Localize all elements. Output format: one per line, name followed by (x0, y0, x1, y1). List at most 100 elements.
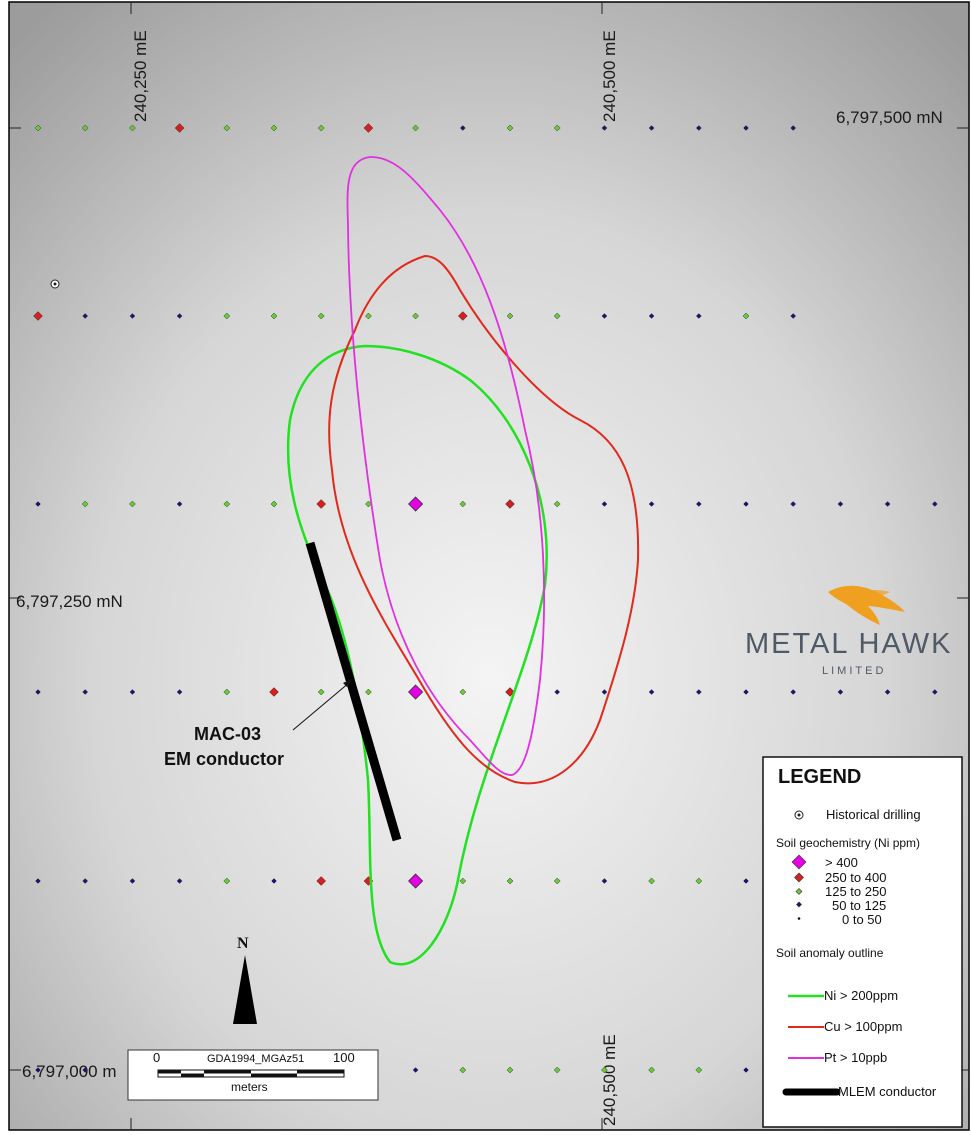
callout-line-1: MAC-03 (194, 724, 261, 744)
soil-sample-50 (884, 689, 891, 695)
soil-sample-400 (408, 873, 424, 889)
soil-sample-50 (601, 501, 608, 507)
soil-sample-50 (648, 125, 655, 131)
soil-sample-125 (459, 1066, 467, 1074)
soil-sample-125 (553, 877, 561, 885)
soil-sample-50 (176, 689, 183, 695)
soil-sample-125 (270, 124, 278, 132)
legend-soil-heading: Soil geochemistry (Ni ppm) (776, 836, 920, 850)
north-arrow-label: N (237, 935, 249, 952)
north-arrow: N (233, 935, 257, 1024)
soil-sample-50 (695, 501, 702, 507)
soil-sample-125 (317, 124, 325, 132)
soil-sample-50 (271, 878, 277, 884)
soil-sample-50 (129, 878, 136, 884)
legend-class-0: 0 to 50 (842, 912, 882, 927)
soil-sample-50 (35, 1067, 41, 1073)
soil-sample-50 (176, 878, 183, 884)
soil-sample-250 (174, 123, 185, 133)
callout-line-2: EM conductor (164, 749, 284, 769)
soil-sample-125 (412, 124, 419, 132)
soil-sample-50 (82, 1067, 89, 1073)
soil-sample-50 (129, 689, 136, 695)
soil-sample-50 (35, 878, 41, 884)
soil-sample-50 (790, 125, 797, 131)
soil-sample-125 (223, 500, 231, 508)
soil-sample-125 (365, 688, 372, 696)
grid-label-north-bottom: 6,797,000 m (22, 1062, 117, 1081)
soil-sample-50 (82, 689, 89, 695)
soil-sample-250 (505, 499, 515, 509)
legend-class-50-icon (796, 901, 802, 908)
soil-sample-400 (408, 684, 424, 700)
soil-sample-50 (176, 313, 183, 319)
soil-sample-125 (81, 124, 89, 132)
soil-sample-50 (601, 689, 608, 695)
soil-sample-125 (695, 1066, 703, 1074)
soil-sample-250 (457, 311, 468, 321)
grid-label-north-top: 6,797,500 mN (836, 108, 943, 127)
soil-sample-400 (408, 496, 424, 512)
soil-sample-50 (837, 501, 844, 507)
pt-anomaly-outline (346, 156, 545, 776)
soil-sample-125 (742, 312, 750, 320)
soil-sample-125 (648, 877, 655, 885)
legend-class-0-icon (797, 917, 801, 920)
soil-sample-125 (412, 312, 419, 320)
soil-sample-125 (506, 124, 514, 132)
soil-sample-50 (554, 689, 561, 695)
legend: LEGEND Historical drilling Soil geochemi… (762, 756, 963, 1128)
soil-sample-50 (695, 125, 702, 131)
legend-class-250-icon (794, 872, 804, 883)
soil-sample-125 (459, 688, 467, 696)
soil-sample-125 (553, 312, 561, 320)
soil-sample-125 (81, 500, 89, 508)
soil-sample-50 (412, 1067, 419, 1073)
soil-sample-50 (790, 313, 797, 319)
soil-sample-125 (553, 500, 561, 508)
soil-sample-250 (269, 687, 279, 697)
legend-cu: Cu > 100ppm (824, 1019, 902, 1034)
soil-sample-50 (695, 689, 702, 695)
legend-class-400: > 400 (825, 855, 858, 870)
soil-sample-125 (601, 1066, 608, 1074)
map-frame (8, 1, 970, 1131)
soil-sample-125 (506, 312, 514, 320)
soil-sample-50 (743, 501, 749, 507)
soil-sample-50 (884, 501, 891, 507)
soil-sample-50 (82, 313, 89, 319)
soil-sample-50 (790, 501, 797, 507)
legend-title: LEGEND (778, 766, 861, 788)
soil-sample-125 (553, 124, 561, 132)
soil-sample-125 (695, 877, 703, 885)
soil-sample-50 (459, 125, 466, 131)
soil-sample-50 (648, 501, 655, 507)
soil-sample-125 (223, 312, 231, 320)
brand-name: METAL HAWK (745, 628, 952, 660)
soil-sample-50 (743, 125, 749, 131)
legend-box (762, 756, 963, 1128)
soil-sample-250 (316, 499, 327, 509)
soil-sample-125 (317, 312, 325, 320)
soil-sample-250 (33, 311, 43, 321)
grid-label-east-left: 240,250 mE (131, 30, 150, 122)
soil-sample-50 (82, 878, 89, 884)
soil-sample-125 (506, 1066, 514, 1074)
soil-sample-50 (837, 689, 844, 695)
soil-sample-125 (270, 500, 278, 508)
north-arrow-icon (233, 955, 257, 1024)
soil-sample-125 (34, 124, 42, 132)
legend-ni: Ni > 200ppm (824, 988, 898, 1003)
ni-anomaly-outline (286, 344, 548, 966)
soil-sample-125 (129, 500, 136, 508)
soil-sample-125 (223, 877, 231, 885)
soil-sample-125 (223, 688, 231, 696)
scale-projection: GDA1994_MGAz51 (207, 1053, 304, 1065)
soil-sample-50 (601, 878, 608, 884)
soil-sample-50 (790, 689, 797, 695)
legend-class-125: 125 to 250 (825, 884, 886, 899)
soil-sample-50 (931, 689, 938, 695)
soil-sample-125 (459, 500, 467, 508)
soil-sample-50 (931, 501, 938, 507)
